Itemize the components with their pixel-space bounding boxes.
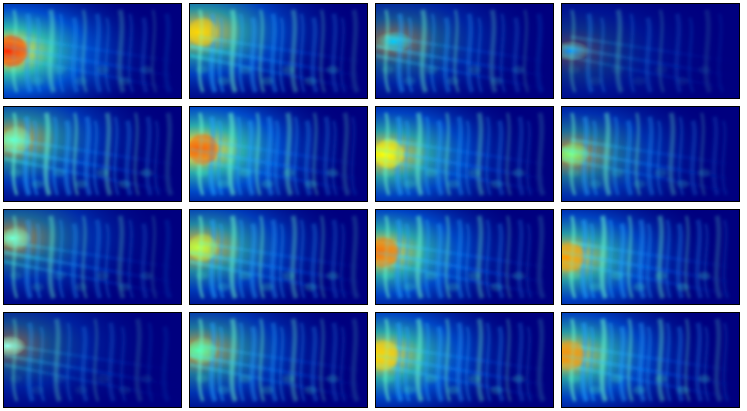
heatmap-tile [189,312,368,408]
heatmap-tile [561,312,740,408]
heatmap-tile [3,209,182,305]
heatmap-tile [189,3,368,99]
heatmap-tile [375,209,554,305]
heatmap-tile [3,106,182,202]
heatmap-tile [375,312,554,408]
heatmap-tile [3,312,182,408]
heatmap-tile [561,106,740,202]
heatmap-tile [561,3,740,99]
heatmap-tile [375,106,554,202]
heatmap-tile [375,3,554,99]
heatmap-tile [189,209,368,305]
heatmap-tile [3,3,182,99]
heatmap-tile [189,106,368,202]
heatmap-tile [561,209,740,305]
